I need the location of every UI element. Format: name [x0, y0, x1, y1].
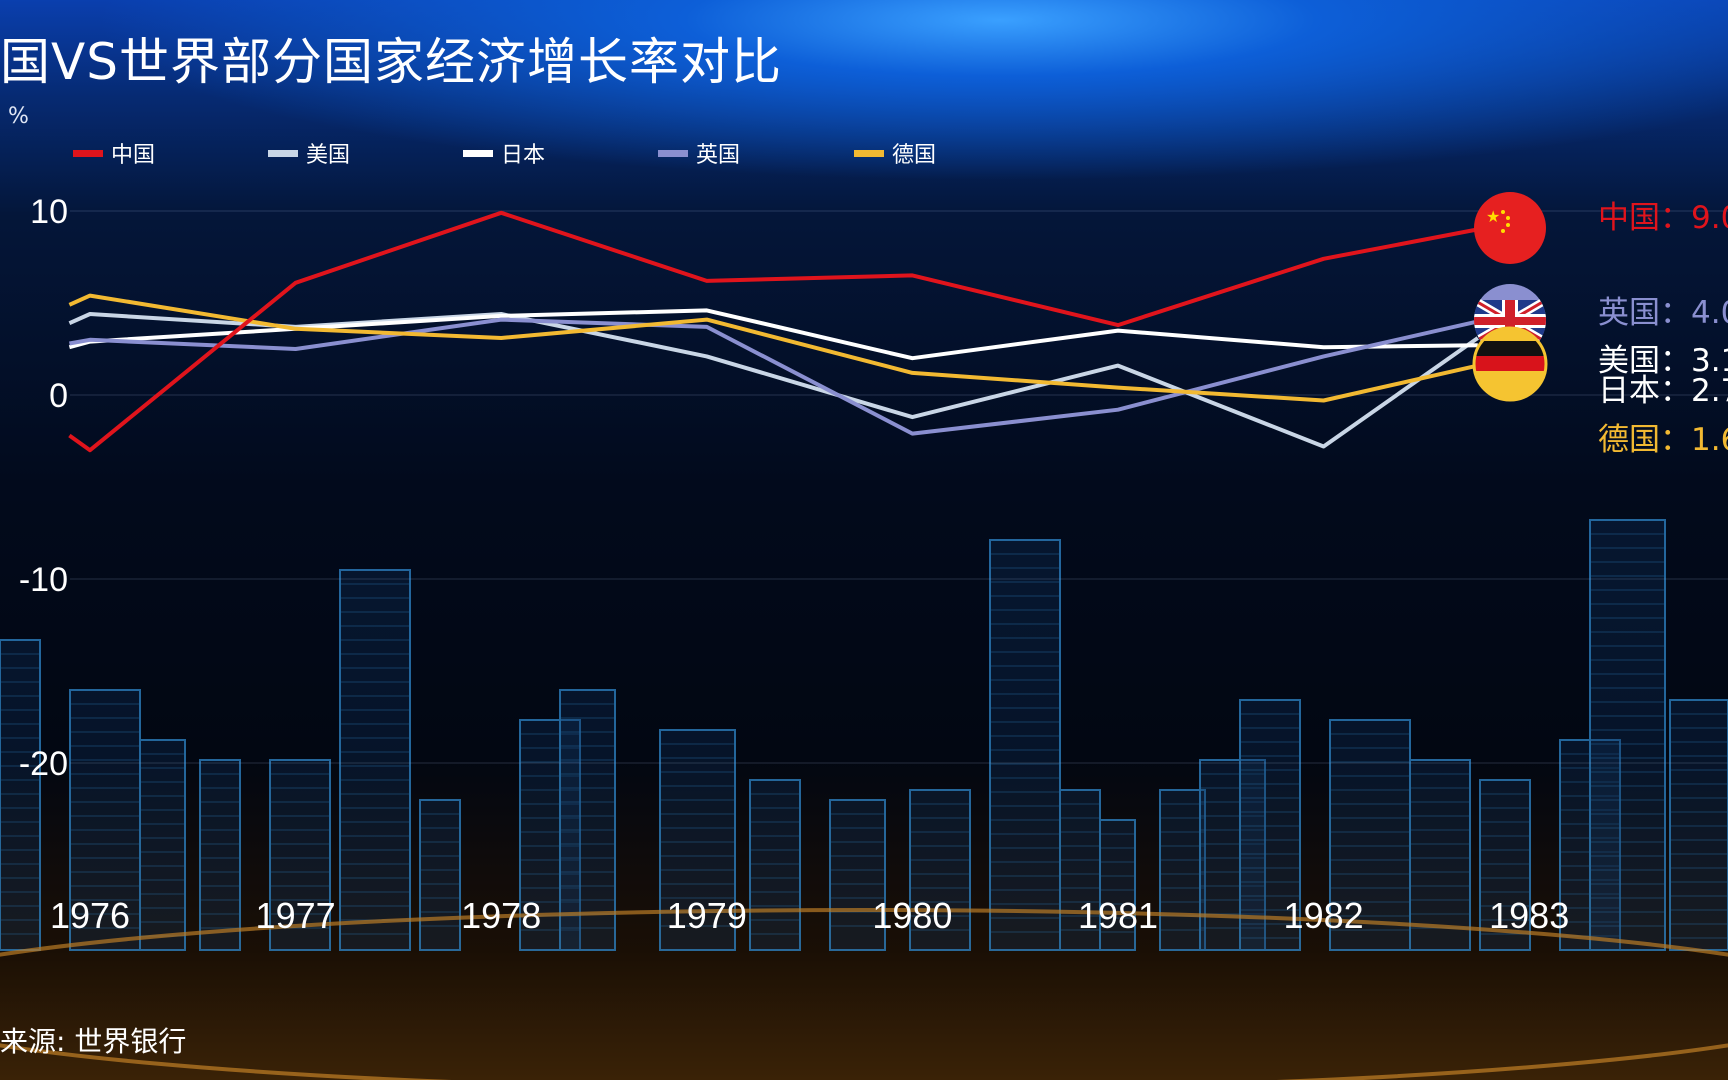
- legend-label: 美国: [306, 143, 351, 168]
- x-tick-label: 1983: [1489, 895, 1569, 936]
- gridlines: [70, 210, 1728, 764]
- legend-label: 英国: [696, 143, 741, 168]
- building: [339, 569, 411, 951]
- series-lines: [68, 210, 1479, 453]
- axis-ticks: 10 0 -10 -20 1976 1977 1978 1979 1980 1981 1982 198…: [19, 193, 1569, 936]
- legend-swatch: [854, 149, 884, 157]
- building: [1409, 759, 1471, 951]
- building: [0, 639, 41, 951]
- building: [1669, 699, 1728, 951]
- y-tick-label: -10: [19, 561, 68, 599]
- x-tick-label: 1981: [1078, 895, 1158, 936]
- end-label-china: 中国：9.0: [1598, 200, 1728, 236]
- end-labels: 中国：9.0 美国：3.1日本：2.7 英国：4.0 德国：1.6: [1598, 200, 1728, 458]
- legend-item-germany[interactable]: 德国: [854, 138, 936, 168]
- legend-swatch: [658, 149, 688, 157]
- building: [559, 689, 616, 951]
- germany-flag-icon: [1474, 328, 1546, 400]
- china-flag-icon: ★: [1474, 192, 1546, 264]
- legend-label: 中国: [111, 143, 156, 168]
- end-label-usa: 美国：3.1: [1598, 343, 1728, 379]
- series-line-china: [68, 210, 1479, 453]
- building: [829, 799, 886, 951]
- legend-swatch: [73, 149, 103, 157]
- building: [269, 759, 331, 951]
- end-label-uk: 英国：4.0: [1598, 295, 1728, 331]
- legend-label: 日本: [501, 143, 546, 168]
- legend-item-usa[interactable]: 美国: [268, 138, 350, 168]
- legend-swatch: [268, 149, 298, 157]
- building: [1159, 789, 1206, 951]
- y-tick-label: 0: [49, 377, 68, 415]
- building: [1059, 789, 1101, 951]
- building: [1099, 819, 1136, 951]
- city-skyline-background: [0, 519, 1728, 1080]
- series-line-usa: [68, 312, 1479, 449]
- series-line-germany: [68, 293, 1479, 403]
- building: [69, 689, 141, 951]
- y-tick-label: -20: [19, 745, 68, 783]
- data-source: 来源: 世界银行: [0, 1025, 187, 1058]
- building: [909, 789, 971, 951]
- x-tick-label: 1979: [667, 895, 747, 936]
- x-tick-label: 1980: [872, 895, 952, 936]
- building: [749, 779, 801, 951]
- building: [1239, 699, 1301, 951]
- x-tick-label: 1976: [50, 895, 130, 936]
- building: [139, 739, 186, 951]
- chart-title: 国VS世界部分国家经济增长率对比: [0, 33, 782, 91]
- building: [519, 719, 581, 951]
- y-axis-unit: %: [8, 104, 29, 129]
- legend-item-china[interactable]: 中国: [73, 138, 155, 168]
- end-label-japan: 日本：2.7: [1598, 373, 1728, 409]
- x-tick-label: 1982: [1284, 895, 1364, 936]
- series-line-japan: [68, 308, 1478, 361]
- building: [1479, 779, 1531, 951]
- y-tick-label: 10: [30, 193, 68, 231]
- legend-item-japan[interactable]: 日本: [463, 138, 545, 168]
- x-tick-label: 1978: [461, 895, 541, 936]
- legend-item-uk[interactable]: 英国: [658, 138, 740, 168]
- building: [1589, 519, 1666, 951]
- gold-arc: [0, 908, 1728, 1080]
- legend-label: 德国: [892, 143, 937, 168]
- x-tick-label: 1977: [256, 895, 336, 936]
- series-line-uk: [69, 317, 1479, 436]
- building: [419, 799, 461, 951]
- svg-text:★: ★: [1486, 207, 1500, 226]
- building: [1329, 719, 1411, 951]
- flags: ★: [1472, 192, 1548, 402]
- legend-swatch: [463, 149, 493, 157]
- building: [989, 539, 1061, 951]
- building: [199, 759, 241, 951]
- end-label-germany: 德国：1.6: [1598, 422, 1728, 458]
